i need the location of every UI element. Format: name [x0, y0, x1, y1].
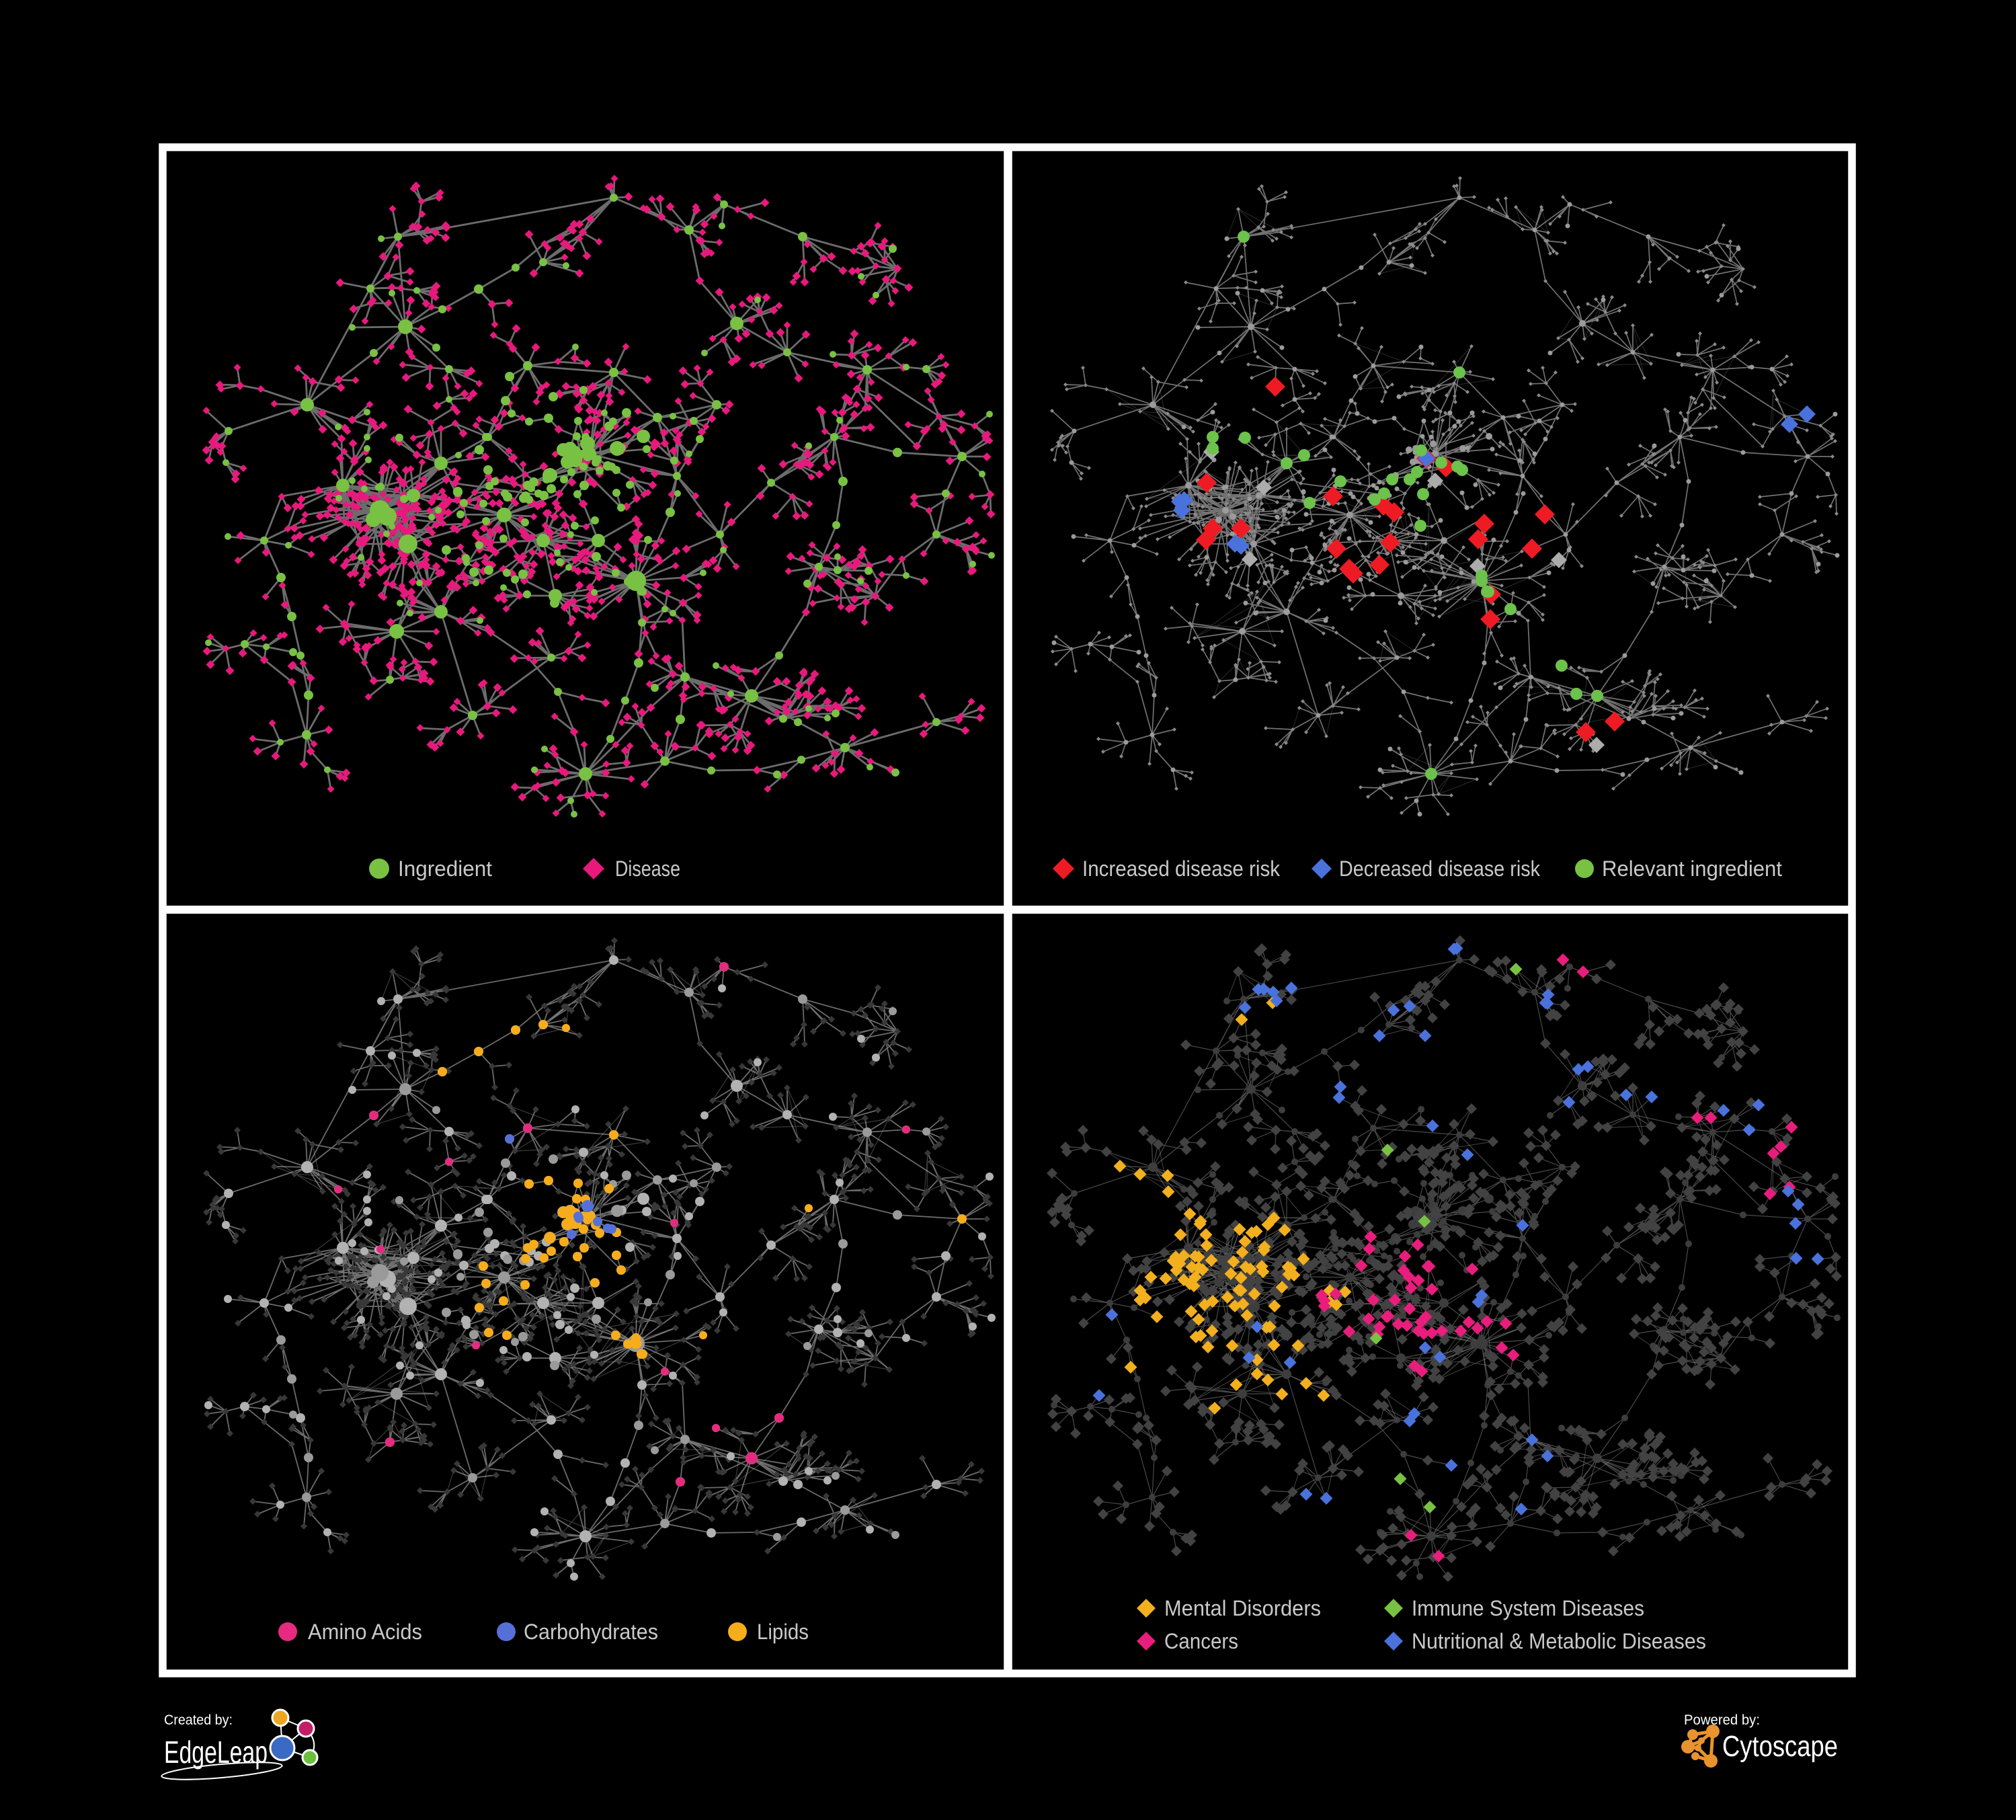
svg-text:Powered by:: Powered by:	[1684, 1712, 1760, 1728]
svg-text:Created by:: Created by:	[164, 1712, 233, 1728]
svg-text:Cytoscape: Cytoscape	[1722, 1730, 1838, 1763]
svg-text:Carbohydrates: Carbohydrates	[524, 1620, 658, 1644]
svg-text:EdgeLeap: EdgeLeap	[164, 1735, 268, 1770]
svg-text:Relevant ingredient: Relevant ingredient	[1602, 857, 1782, 881]
svg-text:Decreased disease risk: Decreased disease risk	[1339, 857, 1541, 881]
svg-text:Increased disease risk: Increased disease risk	[1082, 857, 1281, 881]
svg-text:Lipids: Lipids	[757, 1620, 809, 1644]
svg-text:Amino Acids: Amino Acids	[308, 1620, 422, 1644]
svg-text:Disease: Disease	[615, 857, 680, 881]
svg-text:Ingredient: Ingredient	[398, 857, 492, 881]
svg-text:Immune System Diseases: Immune System Diseases	[1412, 1596, 1644, 1620]
svg-text:Mental Disorders: Mental Disorders	[1164, 1596, 1321, 1620]
svg-text:Cancers: Cancers	[1164, 1629, 1238, 1653]
svg-text:Nutritional & Metabolic Diseas: Nutritional & Metabolic Diseases	[1412, 1629, 1706, 1653]
